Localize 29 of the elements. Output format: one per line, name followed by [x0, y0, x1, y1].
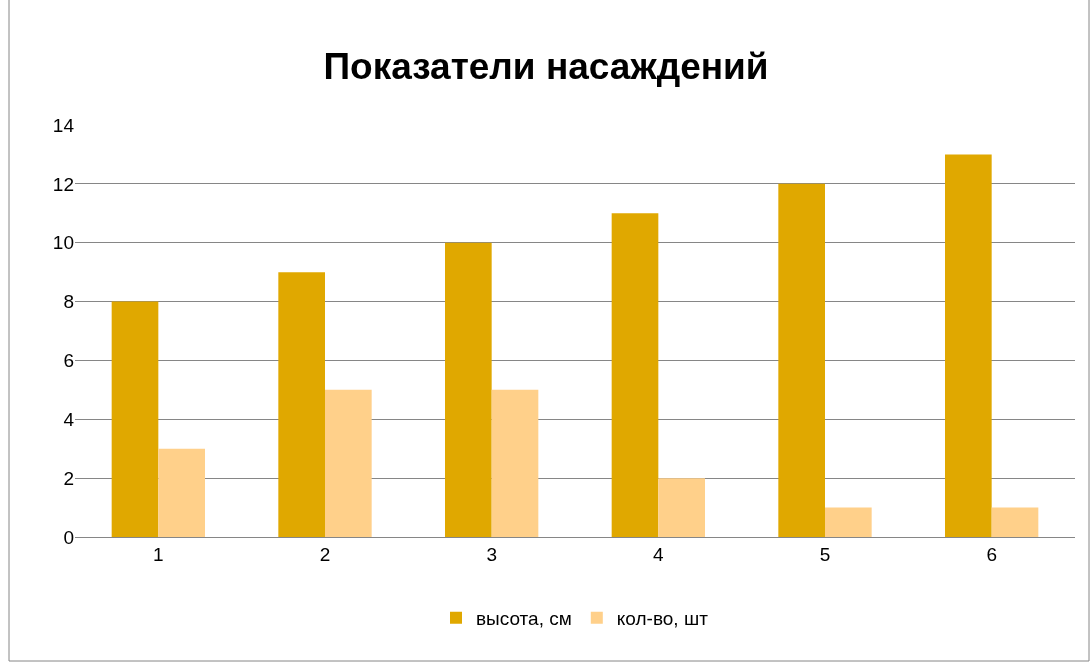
legend-label: высота, см	[476, 608, 572, 630]
y-tick-label: 10	[52, 232, 74, 254]
x-tick-label: 4	[653, 543, 665, 565]
bar	[945, 154, 992, 537]
bar	[611, 213, 659, 537]
bar	[325, 389, 372, 537]
chart-title: Показатели насаждений	[323, 46, 769, 88]
bar	[825, 507, 872, 537]
bar	[658, 478, 705, 537]
bar	[278, 272, 325, 537]
x-tick-label: 5	[819, 543, 831, 565]
bar	[445, 242, 492, 537]
y-tick-label: 4	[63, 408, 75, 430]
y-tick-label: 6	[63, 350, 74, 372]
bar	[111, 301, 159, 537]
x-tick-label: 2	[319, 543, 331, 565]
legend-label: кол-во, шт	[616, 608, 709, 630]
y-tick-label: 12	[52, 173, 74, 195]
y-tick-label: 2	[63, 467, 74, 489]
x-tick-label: 3	[486, 543, 497, 565]
bar	[491, 389, 539, 537]
bar	[991, 507, 1039, 537]
y-tick-label: 14	[52, 114, 75, 136]
y-tick-label: 0	[63, 526, 74, 548]
x-tick-label: 1	[153, 543, 164, 565]
bar	[778, 183, 825, 537]
x-tick-label: 6	[986, 543, 997, 565]
bar	[158, 448, 205, 537]
y-tick-label: 8	[63, 291, 74, 313]
